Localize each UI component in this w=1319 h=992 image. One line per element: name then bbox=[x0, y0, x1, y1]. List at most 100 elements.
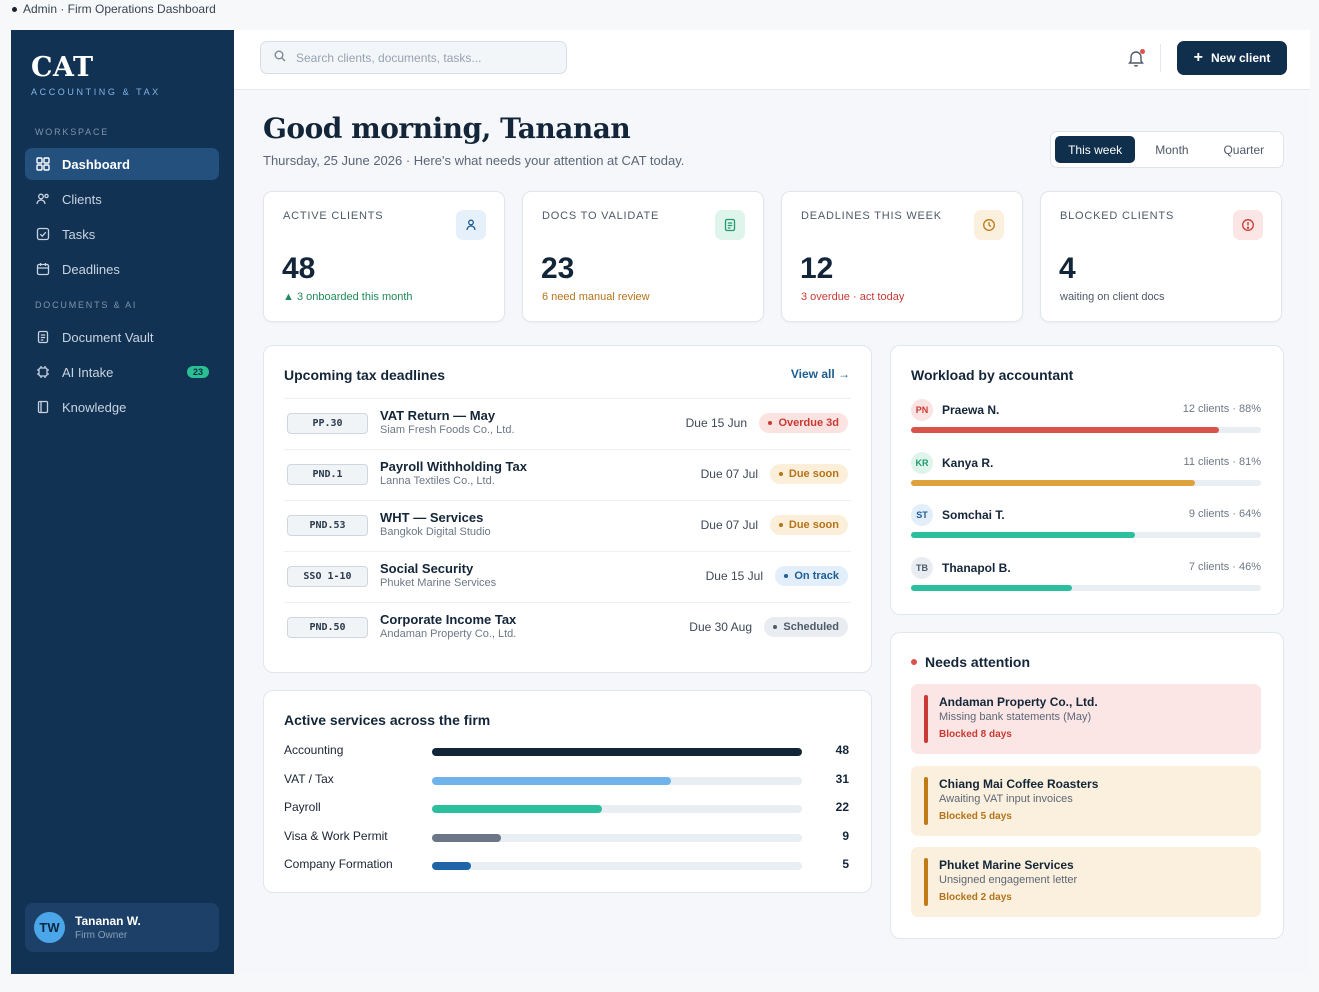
attention-client: Andaman Property Co., Ltd. bbox=[939, 695, 1098, 709]
sidebar-item-label: Knowledge bbox=[62, 399, 127, 415]
kpi-card-docs-to-validate[interactable]: DOCS TO VALIDATE 23 6 need manual review bbox=[522, 191, 764, 322]
sidebar-item-tasks[interactable]: Tasks bbox=[25, 218, 219, 250]
service-bar bbox=[432, 862, 471, 870]
kpi-note-text: 3 onboarded this month bbox=[296, 291, 413, 303]
accountant-row[interactable]: ST Somchai T. 9 clients · 64% bbox=[911, 504, 1261, 546]
checkbox-icon bbox=[36, 227, 50, 241]
sidebar-item-clients[interactable]: Clients bbox=[25, 183, 219, 215]
deadline-row[interactable]: PP.30 VAT Return — May Siam Fresh Foods Co… bbox=[284, 398, 851, 449]
workload-bar-track bbox=[911, 427, 1261, 433]
kpi-value: 4 bbox=[1059, 252, 1076, 285]
attention-status: Blocked 8 days bbox=[939, 729, 1012, 740]
service-count: 48 bbox=[835, 743, 849, 757]
plus-icon: + bbox=[1193, 49, 1203, 66]
deadline-name: Corporate Income Tax bbox=[380, 612, 517, 627]
service-count: 31 bbox=[835, 771, 849, 786]
kpi-card-deadlines-this-week[interactable]: DEADLINES THIS WEEK 12 3 overdue · act t… bbox=[781, 191, 1023, 322]
deadline-name: Social Security bbox=[380, 561, 474, 576]
bell-icon bbox=[1125, 51, 1147, 73]
kpi-note: 6 need manual review bbox=[542, 291, 650, 303]
attention-reason: Unsigned engagement letter bbox=[939, 874, 1078, 886]
sidebar-item-ai-intake[interactable]: AI Intake 23 bbox=[25, 356, 219, 388]
accountant-row[interactable]: PN Praewa N. 12 clients · 88% bbox=[911, 399, 1261, 441]
deadline-client: Phuket Marine Services bbox=[380, 577, 497, 589]
service-label: Company Formation bbox=[284, 857, 393, 871]
attention-status: Blocked 5 days bbox=[939, 810, 1012, 822]
view-all-link[interactable]: View all → bbox=[790, 367, 850, 381]
service-bar bbox=[432, 748, 802, 756]
brand: CAT ACCOUNTING & TAX bbox=[31, 52, 161, 97]
sidebar-item-document-vault[interactable]: Document Vault bbox=[25, 321, 219, 353]
document-icon bbox=[36, 330, 50, 344]
status-dot-icon bbox=[768, 421, 773, 425]
card-title: Needs attention bbox=[911, 654, 1030, 670]
attention-accent-bar bbox=[924, 776, 928, 825]
accountant-avatar: PN bbox=[911, 399, 933, 421]
accountant-row[interactable]: TB Thanapol B. 7 clients · 46% bbox=[911, 556, 1261, 599]
tab-this-week[interactable]: This week bbox=[1055, 136, 1136, 163]
user-icon bbox=[456, 210, 486, 240]
user-card[interactable]: TW Tananan W. Firm Owner bbox=[25, 903, 219, 952]
tab-quarter[interactable]: Quarter bbox=[1223, 142, 1265, 157]
attention-accent-bar bbox=[924, 695, 928, 743]
service-bar bbox=[432, 776, 671, 785]
kpi-value: 23 bbox=[541, 252, 575, 285]
accountant-row[interactable]: KR Kanya R. 11 clients · 81% bbox=[911, 451, 1261, 494]
attention-item[interactable]: Chiang Mai Coffee Roasters Awaiting VAT i… bbox=[911, 765, 1261, 836]
service-bar-track bbox=[432, 862, 802, 870]
due-date: Due 15 Jun bbox=[685, 416, 747, 430]
service-bar-track bbox=[432, 833, 802, 842]
deadline-row[interactable]: SSO 1-10 Social Security Phuket Marine Ser… bbox=[284, 551, 851, 602]
kpi-card-blocked-clients[interactable]: BLOCKED CLIENTS 4 waiting on client docs bbox=[1040, 191, 1282, 322]
deadline-row[interactable]: PND.53 WHT — Services Bangkok Digital Stud… bbox=[284, 500, 851, 551]
attention-item[interactable]: Andaman Property Co., Ltd. Missing bank s… bbox=[911, 684, 1261, 754]
sidebar-item-label: Document Vault bbox=[62, 329, 154, 345]
section-label-documents-ai: DOCUMENTS & AI bbox=[35, 300, 138, 310]
workload-card: Workload by accountant PN Praewa N. 12 cli… bbox=[890, 345, 1284, 615]
brand-tagline: ACCOUNTING & TAX bbox=[31, 87, 161, 97]
search-icon bbox=[274, 49, 286, 67]
service-label: Accounting bbox=[284, 743, 344, 757]
sidebar-item-deadlines[interactable]: Deadlines bbox=[25, 253, 219, 285]
accountant-name: Kanya R. bbox=[942, 455, 994, 470]
card-title: Upcoming tax deadlines bbox=[284, 367, 446, 383]
tab-month[interactable]: Month bbox=[1155, 142, 1189, 157]
alert-dot-icon bbox=[911, 659, 917, 665]
sidebar-item-knowledge[interactable]: Knowledge bbox=[25, 391, 219, 423]
deadline-row[interactable]: PND.50 Corporate Income Tax Andaman Proper… bbox=[284, 602, 851, 653]
kpi-card-active-clients[interactable]: ACTIVE CLIENTS 48 ▲ 3 onboarded this mon… bbox=[263, 191, 505, 322]
notifications-button[interactable] bbox=[1125, 47, 1147, 69]
attention-item[interactable]: Phuket Marine Services Unsigned engagemen… bbox=[911, 847, 1261, 917]
deadline-client: Bangkok Digital Studio bbox=[380, 526, 491, 538]
deadline-client: Siam Fresh Foods Co., Ltd. bbox=[380, 424, 515, 436]
form-code: PND.1 bbox=[287, 464, 368, 485]
status-badge: On track bbox=[775, 566, 848, 586]
accountant-name: Somchai T. bbox=[942, 508, 1005, 522]
grid-icon bbox=[36, 157, 50, 171]
status-badge: Overdue 3d bbox=[759, 413, 848, 433]
new-client-button[interactable]: + New client bbox=[1177, 41, 1287, 75]
caption-dot-icon bbox=[12, 6, 17, 12]
sidebar-item-dashboard[interactable]: Dashboard bbox=[25, 148, 219, 180]
topbar-divider bbox=[1160, 44, 1161, 72]
search-input[interactable] bbox=[296, 50, 546, 65]
alert-icon bbox=[1233, 210, 1263, 240]
status-badge: Due soon bbox=[769, 464, 848, 484]
deadline-row[interactable]: PND.1 Payroll Withholding Tax Lanna Textil… bbox=[284, 449, 851, 500]
caption-text: Admin · Firm Operations Dashboard bbox=[23, 2, 216, 16]
topbar: + New client bbox=[234, 30, 1310, 90]
card-title: Workload by accountant bbox=[911, 367, 1074, 383]
search-box[interactable] bbox=[260, 41, 567, 74]
due-date: Due 15 Jul bbox=[705, 569, 763, 583]
status-dot-icon bbox=[778, 472, 783, 476]
page-subtitle: Thursday, 25 June 2026 · Here's what nee… bbox=[263, 153, 685, 168]
kpi-note: ▲ 3 onboarded this month bbox=[283, 291, 413, 303]
service-label: Visa & Work Permit bbox=[284, 828, 388, 843]
service-label: Payroll bbox=[284, 800, 321, 814]
status-label: Due soon bbox=[788, 468, 839, 480]
service-row: Payroll 22 bbox=[284, 800, 851, 816]
attention-reason: Awaiting VAT input invoices bbox=[939, 792, 1073, 805]
workload-bar-track bbox=[911, 584, 1261, 591]
attention-client: Chiang Mai Coffee Roasters bbox=[939, 776, 1099, 791]
kpi-note: 3 overdue · act today bbox=[801, 291, 905, 303]
